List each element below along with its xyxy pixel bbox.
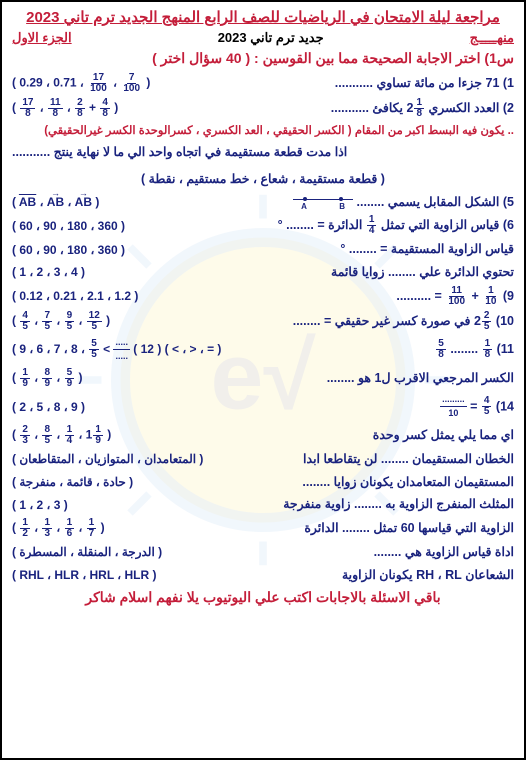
question-13: ( 19 ، 89 ، 59 ) الكسر المرجعي الاقرب ل1… [12,368,514,389]
question-15: ( 23 ، 85 ، 14 ، 119 ) اي مما يلي يمثل ك… [12,425,514,446]
question-17: ( حادة ، قائمة ، منفرجة ) المستقيمان الم… [12,473,514,492]
question-1: ( 0.29 ، 0.71 ، 17100 ، 7100 ) 1) 71 جزء… [12,73,514,94]
question-3: .. يكون فيه البسط اكبر من المقام ( الكسر… [12,123,514,139]
question-10: ( 45 ، 75 ، 95 ، 125 ) 10) 225 في صورة ك… [12,311,514,332]
question-19: ( 12 ، 13 ، 16 ، 17 ) الزاوية التي قياسه… [12,518,514,539]
subtitle-row: منهـــــج جديد ترم تاني 2023 الجزء الاول [12,30,514,46]
question-7: ( 60 ، 90 ، 180 ، 360 ) قياس الزاوية الم… [12,240,514,259]
section-header: س1) اختر الاجابة الصحيحة مما بين القوسين… [12,50,514,67]
question-8: ( 1 ، 2 ، 3 ، 4 ) تحتوي الدائرة علي ....… [12,263,514,282]
subtitle-left: الجزء الاول [12,30,72,46]
question-16: ( المتعامدان ، المتوازيان ، المتقاطعان )… [12,450,514,469]
question-14: ( 2 ، 5 ، 8 ، 9 ) 14) 45 = .........10 [12,393,514,421]
question-21: ( RHL ، HLR ، HRL ، HLR ) الشعاعان RH ، … [12,566,514,585]
footer-text: باقي الاسئلة بالاجابات اكتب علي اليوتيوب… [12,589,514,606]
question-20: ( الدرجة ، المنقلة ، المسطرة ) اداة قياس… [12,543,514,562]
subtitle-mid: جديد ترم تاني 2023 [218,30,324,46]
question-11: ( 9 ، 6 ، 7 ، 8 ، 55 < .......... ( 12 )… [12,336,514,364]
question-18: ( 1 ، 2 ، 3 ) المثلث المنفرج الزاوية به … [12,495,514,514]
question-2: ( 178 ، 118 ، 28 + 48 ) 2) العدد الكسري … [12,98,514,119]
subtitle-right: منهـــــج [470,30,514,46]
page-title: مراجعة ليلة الامتحان في الرياضيات للصف ا… [12,8,514,26]
question-5: ( AB ، AB ، AB ) 5) الشكل المقابل يسمي .… [12,193,514,212]
line-diagram: AB [293,195,353,209]
question-4: اذا مدت قطعة مستقيمة في اتجاه واحد الي م… [12,143,514,189]
question-6: ( 60 ، 90 ، 180 ، 360 ) 6) قياس الزاوية … [12,215,514,236]
question-9: ( 0.12 ، 0.21 ، 2.1 ، 1.2 ) 9) 110 + 111… [12,286,514,307]
